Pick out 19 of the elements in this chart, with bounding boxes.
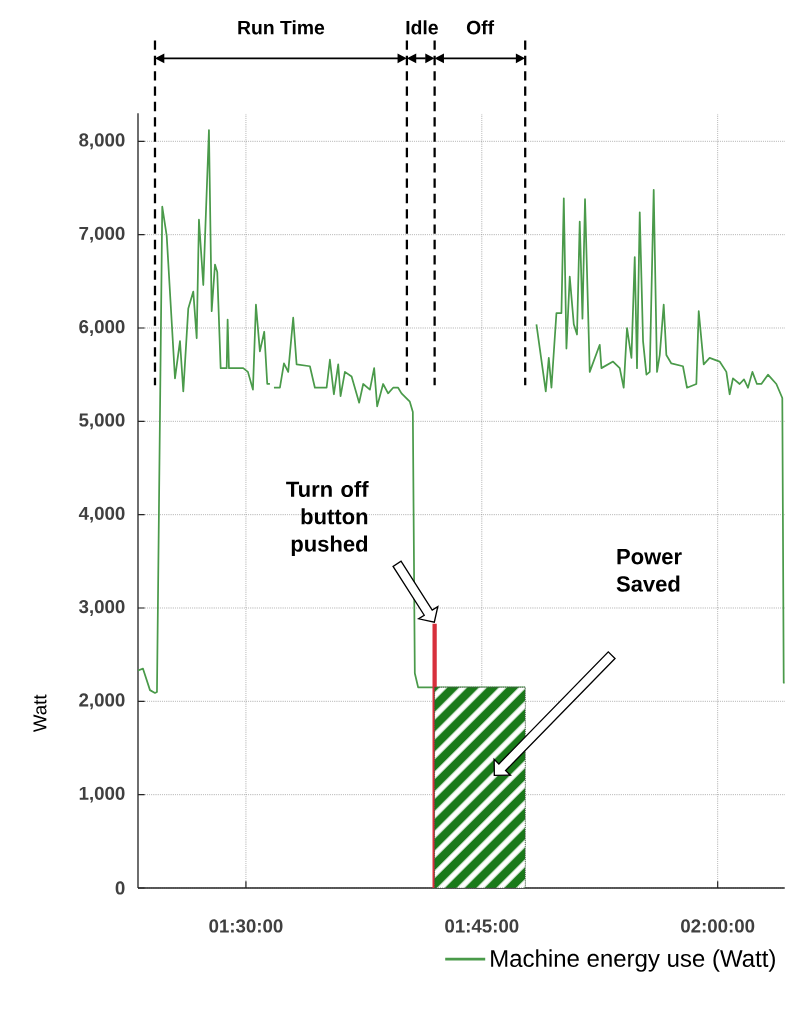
y-tick-label: 1,000 — [79, 786, 125, 803]
y-axis-title: Watt — [33, 694, 47, 733]
legend-label: Machine energy use (Watt) — [491, 949, 775, 972]
text: Idle — [406, 20, 438, 35]
y-tick-label: 7,000 — [79, 226, 125, 243]
annotation: Turn off button pushed — [286, 480, 369, 557]
annotation: Power Saved — [616, 549, 682, 592]
x-tick-label: 01:45:00 — [445, 919, 519, 933]
y-tick-label: 0 — [115, 881, 125, 895]
y-tick-label: 4,000 — [78, 506, 125, 523]
text: Off — [466, 20, 495, 35]
x-tick-label: 02:00:00 — [681, 919, 755, 933]
y-tick-label: 8,000 — [79, 133, 125, 150]
y-tick-label: 6,000 — [79, 320, 125, 336]
text: Run Time — [238, 20, 325, 35]
y-tick-label: 5,000 — [79, 413, 125, 430]
x-tick-label: 01:30:00 — [209, 919, 283, 933]
y-tick-label: 3,000 — [78, 600, 125, 616]
y-tick-label: 2,000 — [79, 693, 125, 710]
